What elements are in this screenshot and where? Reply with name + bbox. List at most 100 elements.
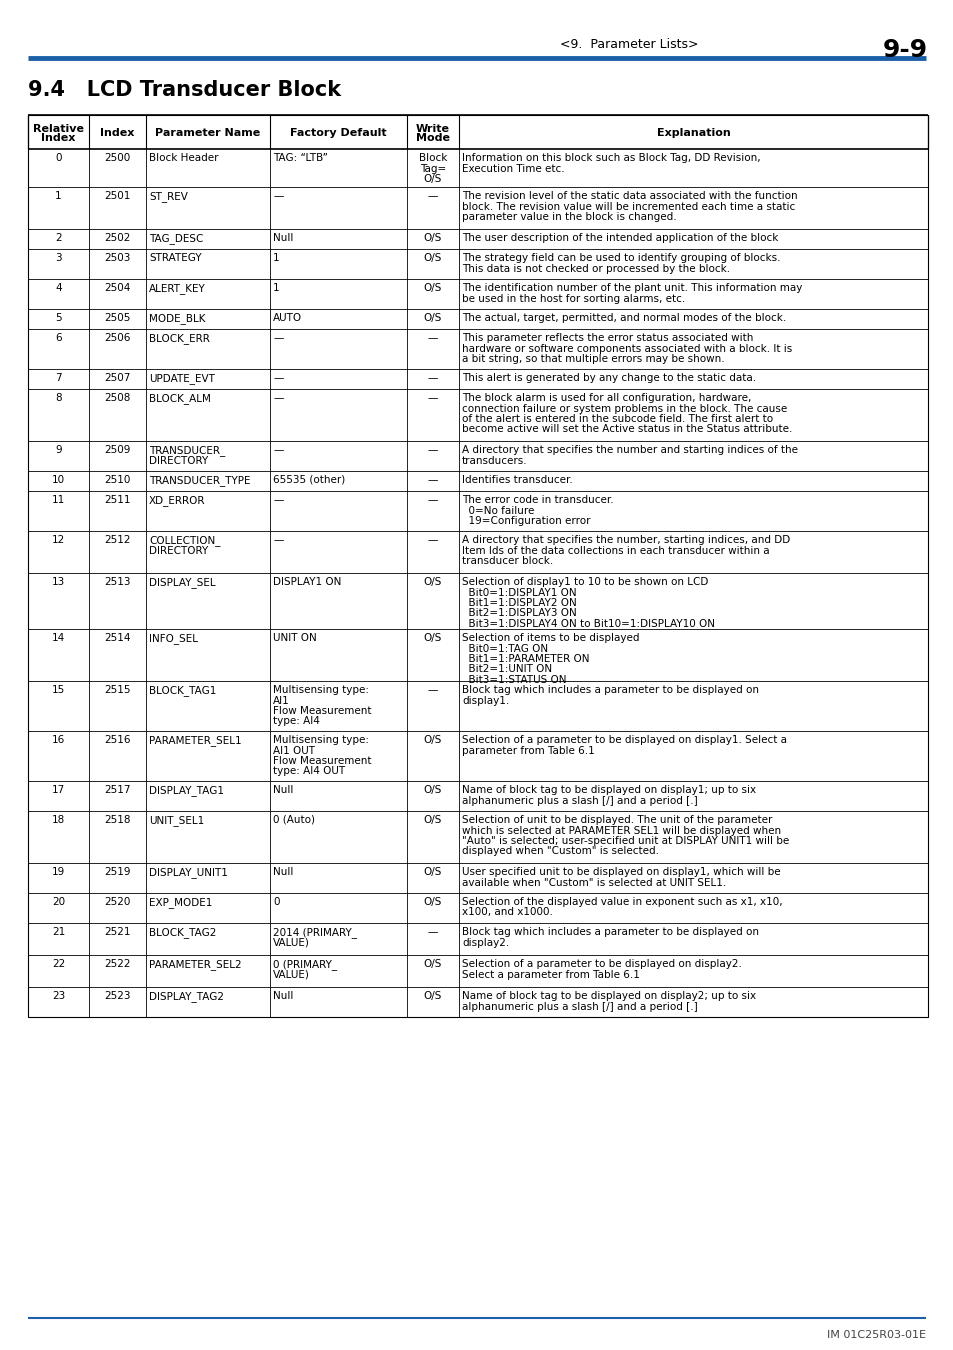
Text: 2522: 2522 (104, 958, 131, 969)
Text: This data is not checked or processed by the block.: This data is not checked or processed by… (461, 263, 729, 274)
Text: Factory Default: Factory Default (290, 128, 386, 138)
Bar (28, 115, 927, 148)
Text: alphanumeric plus a slash [/] and a period [.]: alphanumeric plus a slash [/] and a peri… (461, 1002, 697, 1011)
Text: x100, and x1000.: x100, and x1000. (461, 907, 553, 918)
Text: 8: 8 (55, 393, 62, 404)
Text: 2520: 2520 (104, 896, 131, 907)
Text: 2512: 2512 (104, 535, 131, 545)
Text: —: — (427, 446, 437, 455)
Text: PARAMETER_SEL1: PARAMETER_SEL1 (149, 734, 241, 747)
Text: O/S: O/S (423, 815, 442, 825)
Bar (28, 230, 927, 248)
Text: The strategy field can be used to identify grouping of blocks.: The strategy field can be used to identi… (461, 252, 780, 263)
Text: Index: Index (100, 128, 134, 138)
Text: 2517: 2517 (104, 784, 131, 795)
Bar (28, 389, 927, 441)
Text: Bit3=1:STATUS ON: Bit3=1:STATUS ON (461, 675, 566, 684)
Text: Item Ids of the data collections in each transducer within a: Item Ids of the data collections in each… (461, 545, 769, 555)
Text: Parameter Name: Parameter Name (155, 128, 260, 138)
Text: display2.: display2. (461, 937, 509, 948)
Text: This alert is generated by any change to the static data.: This alert is generated by any change to… (461, 373, 756, 383)
Text: 1: 1 (55, 190, 62, 201)
Text: Selection of display1 to 10 to be shown on LCD: Selection of display1 to 10 to be shown … (461, 576, 708, 587)
Text: O/S: O/S (423, 896, 442, 907)
Text: VALUE): VALUE) (273, 937, 310, 948)
Bar (28, 279, 927, 309)
Text: AUTO: AUTO (273, 313, 302, 323)
Text: 14: 14 (51, 633, 65, 643)
Bar (28, 441, 927, 471)
Text: O/S: O/S (423, 958, 442, 969)
Text: —: — (273, 333, 283, 343)
Text: Execution Time etc.: Execution Time etc. (461, 163, 564, 174)
Bar (28, 248, 927, 279)
Text: Multisensing type:: Multisensing type: (273, 684, 369, 695)
Text: Mode: Mode (416, 134, 450, 143)
Text: Flow Measurement: Flow Measurement (273, 756, 372, 765)
Text: UPDATE_EVT: UPDATE_EVT (149, 373, 214, 383)
Text: 2501: 2501 (104, 190, 131, 201)
Text: 7: 7 (55, 373, 62, 383)
Text: Selection of unit to be displayed. The unit of the parameter: Selection of unit to be displayed. The u… (461, 815, 772, 825)
Text: available when "Custom" is selected at UNIT SEL1.: available when "Custom" is selected at U… (461, 878, 725, 887)
Text: IM 01C25R03-01E: IM 01C25R03-01E (826, 1330, 925, 1341)
Text: 0 (PRIMARY_: 0 (PRIMARY_ (273, 958, 336, 969)
Text: 19=Configuration error: 19=Configuration error (461, 516, 590, 526)
Text: 5: 5 (55, 313, 62, 323)
Text: 1: 1 (273, 284, 279, 293)
Text: 2521: 2521 (104, 927, 131, 937)
Text: 0: 0 (55, 153, 62, 163)
Text: STRATEGY: STRATEGY (149, 252, 201, 263)
Text: 18: 18 (51, 815, 65, 825)
Text: Bit3=1:DISPLAY4 ON to Bit10=1:DISPLAY10 ON: Bit3=1:DISPLAY4 ON to Bit10=1:DISPLAY10 … (461, 620, 715, 629)
Text: Block tag which includes a parameter to be displayed on: Block tag which includes a parameter to … (461, 684, 759, 695)
Text: <9.  Parameter Lists>: <9. Parameter Lists> (559, 38, 698, 51)
Text: Bit1=1:DISPLAY2 ON: Bit1=1:DISPLAY2 ON (461, 598, 577, 608)
Bar (28, 680, 927, 730)
Text: 2515: 2515 (104, 684, 131, 695)
Text: —: — (427, 393, 437, 404)
Text: Block tag which includes a parameter to be displayed on: Block tag which includes a parameter to … (461, 927, 759, 937)
Text: 2508: 2508 (104, 393, 131, 404)
Text: Information on this block such as Block Tag, DD Revision,: Information on this block such as Block … (461, 153, 760, 163)
Text: VALUE): VALUE) (273, 969, 310, 980)
Text: Selection of the displayed value in exponent such as x1, x10,: Selection of the displayed value in expo… (461, 896, 781, 907)
Bar (28, 730, 927, 782)
Bar (28, 309, 927, 329)
Text: DIRECTORY: DIRECTORY (149, 455, 208, 466)
Text: "Auto" is selected; user-specified unit at DISPLAY UNIT1 will be: "Auto" is selected; user-specified unit … (461, 836, 788, 846)
Text: The user description of the intended application of the block: The user description of the intended app… (461, 234, 778, 243)
Text: TRANSDUCER_: TRANSDUCER_ (149, 446, 225, 456)
Text: —: — (427, 333, 437, 343)
Text: block. The revision value will be incremented each time a static: block. The revision value will be increm… (461, 201, 795, 212)
Text: O/S: O/S (423, 313, 442, 323)
Text: hardware or software components associated with a block. It is: hardware or software components associat… (461, 343, 792, 354)
Text: O/S: O/S (423, 734, 442, 745)
Text: Name of block tag to be displayed on display1; up to six: Name of block tag to be displayed on dis… (461, 784, 756, 795)
Text: Selection of items to be displayed: Selection of items to be displayed (461, 633, 639, 643)
Text: 2506: 2506 (104, 333, 131, 343)
Text: ST_REV: ST_REV (149, 190, 188, 202)
Text: —: — (273, 495, 283, 505)
Text: O/S: O/S (423, 633, 442, 643)
Text: 20: 20 (52, 896, 65, 907)
Text: The actual, target, permitted, and normal modes of the block.: The actual, target, permitted, and norma… (461, 313, 785, 323)
Text: The identification number of the plant unit. This information may: The identification number of the plant u… (461, 284, 801, 293)
Text: TAG_DESC: TAG_DESC (149, 234, 203, 244)
Text: 13: 13 (51, 576, 65, 587)
Text: 3: 3 (55, 252, 62, 263)
Text: become active will set the Active status in the Status attribute.: become active will set the Active status… (461, 424, 792, 435)
Text: O/S: O/S (423, 284, 442, 293)
Text: O/S: O/S (423, 174, 442, 184)
Text: 2507: 2507 (104, 373, 131, 383)
Text: UNIT_SEL1: UNIT_SEL1 (149, 815, 204, 826)
Text: 2: 2 (55, 234, 62, 243)
Text: 2503: 2503 (104, 252, 131, 263)
Text: 2505: 2505 (104, 313, 131, 323)
Text: Block Header: Block Header (149, 153, 218, 163)
Text: 23: 23 (51, 991, 65, 1000)
Text: 9.4   LCD Transducer Block: 9.4 LCD Transducer Block (28, 80, 341, 100)
Text: O/S: O/S (423, 234, 442, 243)
Text: The block alarm is used for all configuration, hardware,: The block alarm is used for all configur… (461, 393, 751, 404)
Text: —: — (273, 446, 283, 455)
